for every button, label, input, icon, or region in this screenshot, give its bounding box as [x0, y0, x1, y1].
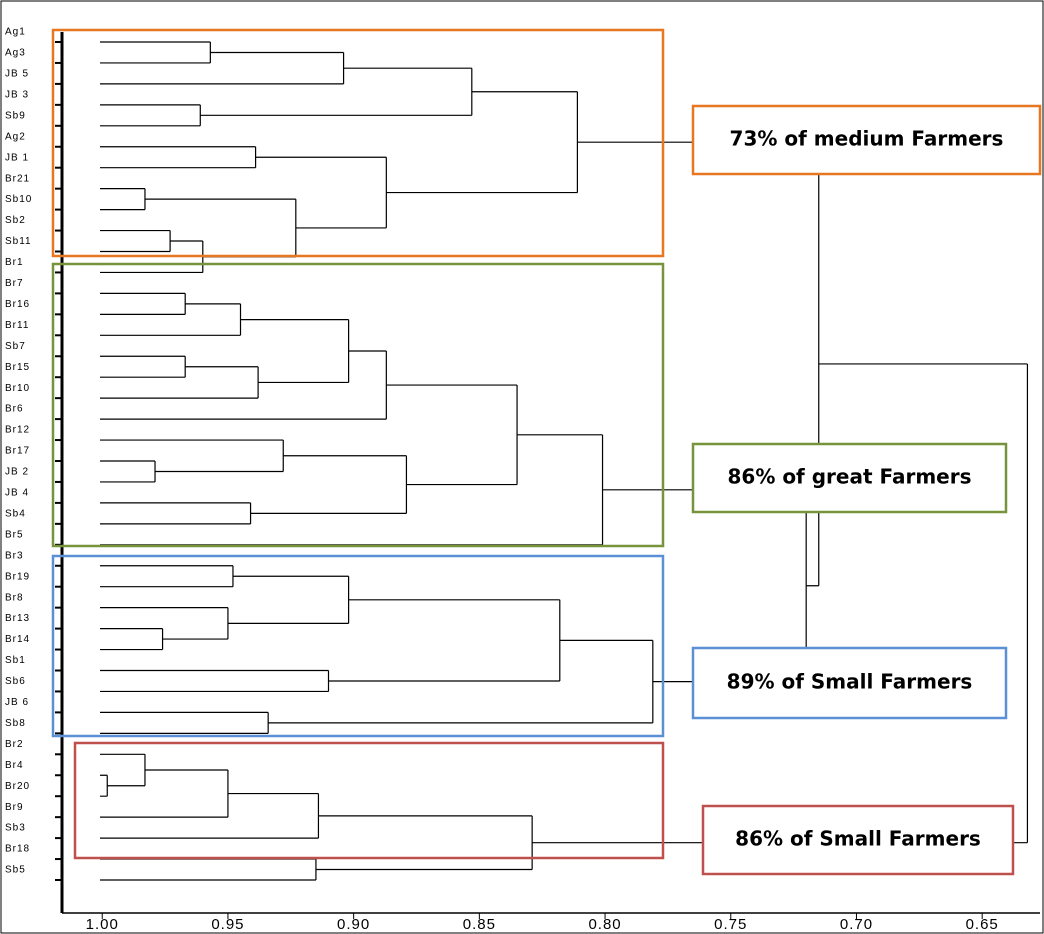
link	[100, 769, 229, 818]
leaf-label: Br9	[5, 802, 24, 813]
leaf-label: Sb1	[5, 655, 26, 666]
x-tick-label: 0.95	[211, 916, 244, 933]
label-box	[701, 804, 1015, 876]
leaf-label: Br7	[5, 278, 24, 289]
leaf-label: Br2	[5, 739, 24, 750]
annotation-label: 86% of great Farmers	[727, 465, 971, 489]
leaf-label: Ag1	[5, 27, 26, 38]
x-tick-label: 0.90	[337, 916, 370, 933]
leaf-label: Br8	[5, 592, 24, 603]
link	[100, 711, 269, 734]
link	[100, 565, 234, 588]
leaf-label: JB 5	[5, 69, 29, 80]
link	[100, 460, 156, 483]
label-box	[691, 442, 1008, 514]
link	[100, 792, 320, 839]
leaf-label: Br18	[5, 844, 30, 855]
leaf-label: Br16	[5, 299, 30, 310]
group-box	[51, 28, 665, 258]
x-tick-label: 0.85	[463, 916, 496, 933]
leaf-label: JB 4	[5, 488, 29, 499]
leaf-label: Sb6	[5, 676, 26, 687]
annotation-label: 73% of medium Farmers	[730, 127, 1004, 151]
leaf-label: Sb5	[5, 865, 26, 876]
leaf-label: Sb2	[5, 215, 26, 226]
link	[386, 384, 518, 486]
x-tick-label: 0.75	[714, 916, 747, 933]
x-tick-label: 0.80	[588, 916, 621, 933]
group-box	[51, 262, 665, 548]
x-tick-label: 0.65	[966, 916, 999, 933]
annotations: 73% of medium Farmers 86% of great Farmer…	[51, 28, 1042, 876]
leaf-label: Br13	[5, 613, 30, 624]
link	[100, 439, 284, 473]
leaf-label: Br20	[5, 781, 30, 792]
leaf-label: JB 3	[5, 89, 29, 100]
leaf-label: Br4	[5, 760, 24, 771]
leaf-label: Sb9	[5, 110, 26, 121]
leaf-label: Ag3	[5, 48, 26, 59]
x-tick-label: 0.70	[840, 916, 873, 933]
leaf-label: Br6	[5, 404, 24, 415]
leaf-label: Br1	[5, 257, 24, 268]
leaf-label: Sb10	[5, 194, 32, 205]
leaf-label: Br12	[5, 425, 30, 436]
leaf-label: Sb3	[5, 823, 26, 834]
leaf-label: JB 2	[5, 467, 29, 478]
group-box	[73, 741, 665, 860]
link	[100, 502, 252, 525]
leaf-label: Br19	[5, 571, 30, 582]
x-tick-label: 1.00	[86, 916, 119, 933]
leaf-label: Br15	[5, 362, 30, 373]
leaf-label: Sb8	[5, 718, 26, 729]
annotation-label: 86% of Small Farmers	[735, 827, 981, 851]
link	[100, 41, 211, 64]
leaf-label: Ag2	[5, 131, 26, 142]
group-box	[51, 554, 665, 738]
label-box	[691, 646, 1008, 720]
leaf-label: Br14	[5, 634, 30, 645]
label-box	[691, 104, 1042, 176]
leaf-label: JB 1	[5, 152, 29, 163]
leaf-label: Br10	[5, 383, 30, 394]
leaf-label: Sb7	[5, 341, 26, 352]
link	[386, 91, 578, 194]
leaf-label: Br5	[5, 529, 24, 540]
link	[100, 607, 229, 640]
leaf-label: Br3	[5, 550, 24, 561]
leaf-label: Br17	[5, 446, 30, 457]
leaf-label: Br11	[5, 320, 29, 331]
leaf-label: JB 6	[5, 697, 29, 708]
annotation-label: 89% of Small Farmers	[727, 670, 973, 694]
leaf-label: Br21	[5, 173, 30, 184]
leaf-label: Sb11	[5, 236, 32, 247]
link	[328, 599, 561, 682]
leaf-label: Sb4	[5, 508, 26, 519]
